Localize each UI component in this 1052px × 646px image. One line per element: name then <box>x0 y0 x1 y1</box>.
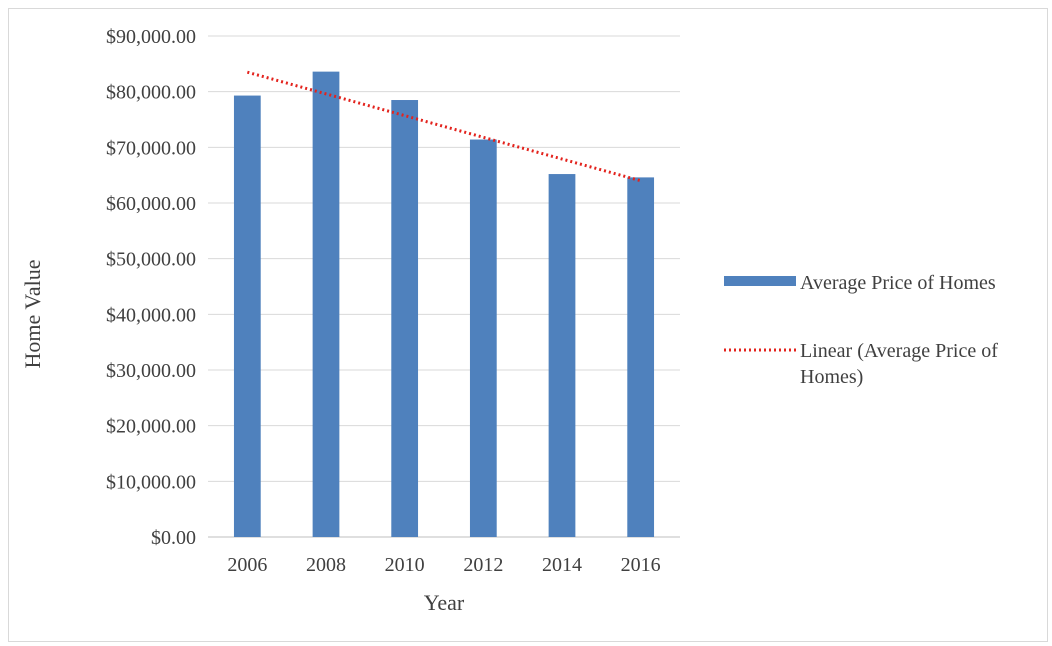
bar <box>548 174 576 537</box>
y-tick-label: $80,000.00 <box>106 82 196 104</box>
bars <box>233 71 655 538</box>
x-tick-label: 2012 <box>463 554 503 576</box>
x-tick-label: 2016 <box>621 554 661 576</box>
y-tick-label: $90,000.00 <box>106 26 196 48</box>
bar <box>312 71 340 538</box>
legend-swatch-bars <box>724 276 796 286</box>
x-tick-labels: 2006 2008 2010 2012 2014 2016 <box>227 554 660 576</box>
legend-label-trendline-line1: Linear (Average Price of <box>800 340 998 362</box>
y-tick-label: $60,000.00 <box>106 193 196 215</box>
legend-label-bars: Average Price of Homes <box>800 272 996 294</box>
y-tick-label: $10,000.00 <box>106 471 196 493</box>
bar <box>391 100 419 538</box>
bar <box>469 139 497 538</box>
x-axis-title: Year <box>424 590 465 615</box>
y-tick-label: $0.00 <box>151 527 196 549</box>
chart-frame <box>8 8 1048 642</box>
gridlines <box>208 35 680 538</box>
bar <box>627 177 655 538</box>
trendline <box>246 70 642 183</box>
legend: Average Price of Homes Linear (Average P… <box>724 272 998 388</box>
y-tick-label: $40,000.00 <box>106 304 196 326</box>
trendline-layer <box>246 70 642 183</box>
y-axis-title: Home Value <box>20 260 45 369</box>
x-tick-label: 2010 <box>385 554 425 576</box>
x-tick-label: 2008 <box>306 554 346 576</box>
y-tick-labels: $0.00 $10,000.00 $20,000.00 $30,000.00 $40,0… <box>106 26 196 549</box>
bar <box>233 95 261 538</box>
y-tick-label: $50,000.00 <box>106 249 196 271</box>
x-tick-label: 2006 <box>227 554 267 576</box>
y-tick-label: $20,000.00 <box>106 416 196 438</box>
y-tick-label: $70,000.00 <box>106 137 196 159</box>
x-tick-label: 2014 <box>542 554 582 576</box>
y-tick-label: $30,000.00 <box>106 360 196 382</box>
legend-label-trendline-line2: Homes) <box>800 366 863 388</box>
